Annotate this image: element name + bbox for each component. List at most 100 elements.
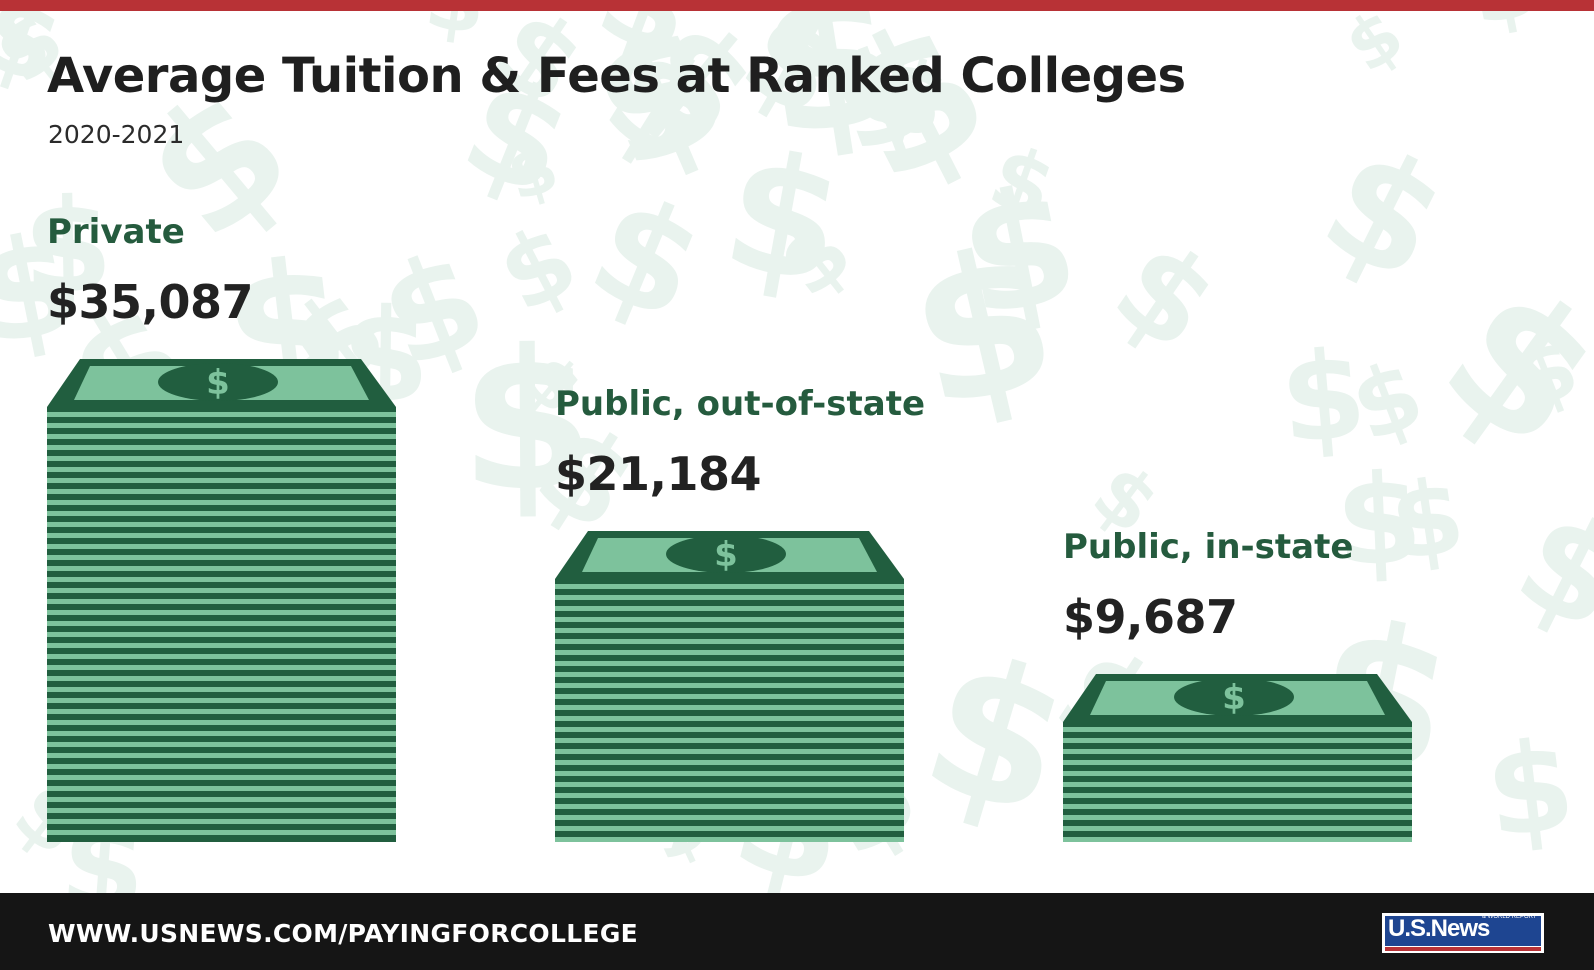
bill-edge-stripe: [47, 533, 396, 538]
bill-edge-stripe: [47, 500, 396, 505]
bill-edge-stripe: [555, 584, 904, 589]
value-label-public-out-of-state: $21,184: [555, 447, 762, 501]
background-dollar-symbol: $: [1275, 322, 1372, 471]
bill-edge-stripe: [555, 782, 904, 787]
bill-edge-stripe: [555, 804, 904, 809]
logo-tagline: & WORLD REPORT: [1482, 914, 1537, 920]
bill-edge-stripe: [47, 786, 396, 791]
bill-edge-stripe: [1063, 793, 1412, 798]
bill-edge-stripe: [1063, 749, 1412, 754]
bill-edge-stripe: [47, 709, 396, 714]
background-dollar-symbol: $: [1479, 713, 1582, 867]
bill-edge-stripe: [47, 797, 396, 802]
dollar-sign-icon: $: [1222, 678, 1246, 718]
category-label-public-in-state: Public, in-state: [1063, 527, 1354, 567]
value-label-private: $35,087: [47, 275, 254, 329]
bill-edge-stripe: [555, 738, 904, 743]
bill-edge-stripe: [555, 628, 904, 633]
bill-edge-stripe: [1063, 738, 1412, 743]
bill-edge-stripe: [47, 632, 396, 637]
footer-bar: WWW.USNEWS.COM/PAYINGFORCOLLEGE U.S.News…: [0, 893, 1594, 970]
bill-edge-stripe: [555, 606, 904, 611]
bill-edge-stripe: [555, 683, 904, 688]
dollar-medallion: [1174, 678, 1295, 716]
bill-edge-stripe: [555, 837, 904, 842]
bill-edge-stripe: [47, 434, 396, 439]
bill-edge-stripe: [47, 577, 396, 582]
background-dollar-symbol: $: [1089, 213, 1241, 380]
background-dollar-symbol: $: [1406, 242, 1594, 492]
chart-title: Average Tuition & Fees at Ranked College…: [47, 48, 1186, 104]
bill-edge-stripe: [47, 819, 396, 824]
background-dollar-symbol: $: [902, 611, 1092, 861]
bill-edge-stripe: [555, 650, 904, 655]
background-dollar-symbol: $: [1383, 456, 1472, 585]
bill-edge-stripe: [47, 610, 396, 615]
bill-edge-stripe: [1063, 804, 1412, 809]
bill-edge-stripe: [47, 588, 396, 593]
logo-blue-field: [1385, 916, 1541, 946]
background-dollar-symbol: $: [420, 11, 493, 54]
bill-edge-stripe: [1063, 826, 1412, 831]
bill-edge-stripe: [47, 665, 396, 670]
bar-private-money-stack: $: [47, 359, 396, 842]
bill-edge-stripe: [47, 544, 396, 549]
bill-edge-stripe: [47, 511, 396, 516]
bill-edge-stripe: [47, 830, 396, 835]
bill-edge-stripe: [555, 760, 904, 765]
category-label-private: Private: [47, 212, 185, 252]
bill-edge-stripe: [1063, 771, 1412, 776]
bill-edge-stripe: [555, 694, 904, 699]
bill-edge-stripe: [47, 676, 396, 681]
bill-edge-stripe: [47, 467, 396, 472]
bill-edge-stripe: [1063, 815, 1412, 820]
bill-edge-stripe: [555, 672, 904, 677]
bill-edge-stripe: [47, 654, 396, 659]
dollar-medallion: [666, 535, 787, 573]
stack-body: [555, 579, 904, 842]
bill-edge-stripe: [555, 595, 904, 600]
bill-edge-stripe: [1063, 782, 1412, 787]
footer-url-link[interactable]: WWW.USNEWS.COM/PAYINGFORCOLLEGE: [48, 919, 639, 948]
bill-edge-stripe: [47, 698, 396, 703]
bill-edge-stripe: [47, 764, 396, 769]
chart-subtitle: 2020-2021: [48, 120, 185, 149]
bill-edge-stripe: [47, 720, 396, 725]
bill-edge-stripe: [555, 617, 904, 622]
bar-public-out-of-state-money-stack: $: [555, 531, 904, 842]
bill-edge-stripe: [1063, 760, 1412, 765]
bill-edge-stripe: [47, 566, 396, 571]
logo-red-stripe: [1385, 947, 1541, 951]
background-dollar-symbol: $: [1460, 11, 1548, 48]
bill-edge-stripe: [555, 716, 904, 721]
bill-edge-stripe: [1063, 837, 1412, 842]
bar-public-in-state-money-stack: $: [1063, 674, 1412, 842]
bill-edge-stripe: [555, 815, 904, 820]
bill-edge-stripe: [1063, 727, 1412, 732]
dollar-sign-icon: $: [206, 363, 230, 403]
bill-edge-stripe: [47, 456, 396, 461]
top-accent-stripe: [0, 0, 1594, 11]
dollar-sign-icon: $: [714, 535, 738, 575]
background-dollar-symbol: $: [1297, 110, 1472, 317]
bill-edge-stripe: [47, 753, 396, 758]
category-label-public-out-of-state: Public, out-of-state: [555, 384, 926, 424]
bill-edge-stripe: [555, 705, 904, 710]
bill-edge-stripe: [47, 643, 396, 648]
background-dollar-symbol: $: [1330, 11, 1418, 89]
bill-edge-stripe: [47, 775, 396, 780]
bill-edge-stripe: [47, 445, 396, 450]
bill-edge-stripe: [47, 731, 396, 736]
bill-edge-stripe: [47, 522, 396, 527]
bill-edge-stripe: [555, 771, 904, 776]
bill-edge-stripe: [47, 599, 396, 604]
bill-edge-stripe: [47, 555, 396, 560]
usnews-logo: U.S.News & WORLD REPORT: [1382, 913, 1544, 953]
bill-edge-stripe: [555, 826, 904, 831]
bill-edge-stripe: [47, 742, 396, 747]
bill-edge-stripe: [47, 423, 396, 428]
bill-edge-stripe: [47, 489, 396, 494]
dollar-medallion: [158, 363, 279, 401]
bill-edge-stripe: [47, 412, 396, 417]
